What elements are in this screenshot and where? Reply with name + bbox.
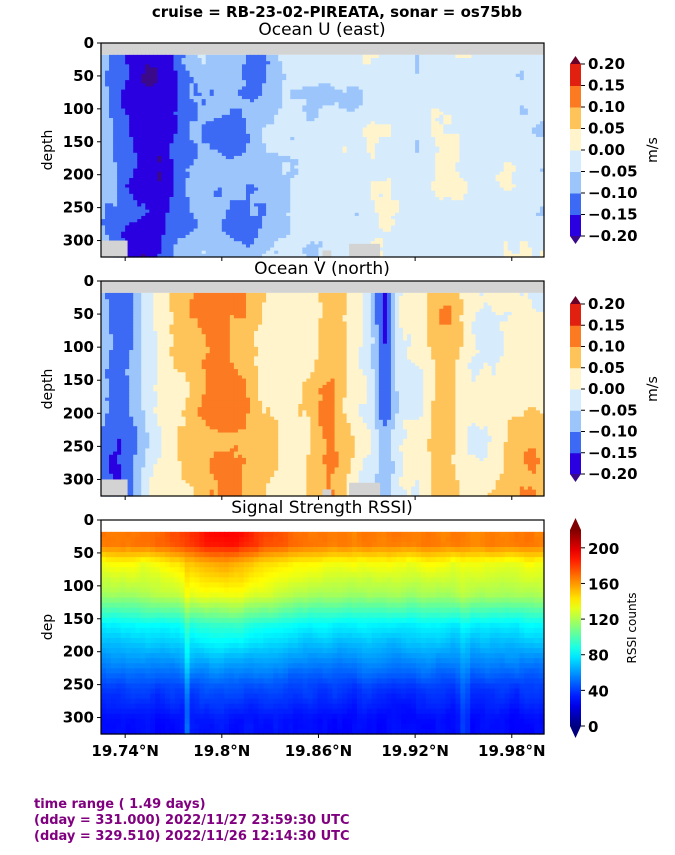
figure: cruise = RB-23-02-PIREATA, sonar = os75b… <box>0 0 675 790</box>
panel-title: Ocean U (east) <box>258 20 385 40</box>
figure-suptitle: cruise = RB-23-02-PIREATA, sonar = os75b… <box>152 3 523 21</box>
no-data-band <box>101 43 544 55</box>
ocean-u-field <box>101 43 545 258</box>
